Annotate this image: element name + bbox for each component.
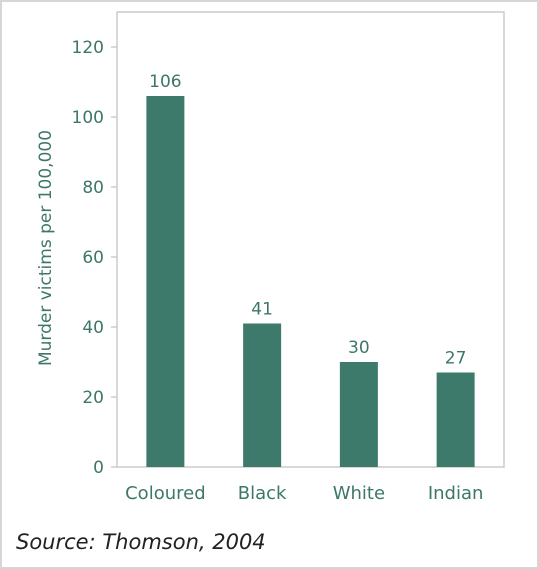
y-tick-label: 60 (82, 248, 104, 268)
x-tick-label-coloured: Coloured (125, 483, 206, 504)
plot-area-frame (116, 11, 505, 468)
bar-black (243, 323, 282, 467)
bar-indian (436, 372, 475, 467)
bars (146, 96, 475, 467)
y-tick-label: 80 (82, 178, 104, 198)
bar-chart: Murder victims per 100,000 0 20 40 60 80 100 1… (36, 11, 505, 504)
bar-coloured (146, 96, 185, 467)
y-axis-ticks: 0 20 40 60 80 100 120 (72, 38, 117, 478)
x-tick-label-black: Black (238, 483, 287, 504)
y-tick-label: 0 (93, 458, 104, 478)
data-label-black: 41 (251, 300, 273, 320)
data-label-indian: 27 (445, 349, 467, 369)
x-tick-label-white: White (333, 483, 385, 504)
x-axis-ticks: Coloured Black White Indian (125, 483, 483, 504)
data-label-coloured: 106 (149, 72, 181, 92)
bar-white (339, 362, 378, 467)
y-tick-label: 20 (82, 388, 104, 408)
y-tick-label: 40 (82, 318, 104, 338)
x-tick-label-indian: Indian (428, 483, 484, 504)
y-tick-label: 120 (72, 38, 104, 58)
y-tick-label: 100 (72, 108, 104, 128)
y-axis-label: Murder victims per 100,000 (36, 130, 56, 366)
data-labels: 106 41 30 27 (149, 72, 466, 369)
data-label-white: 30 (348, 338, 370, 358)
source-note: Source: Thomson, 2004 (16, 530, 266, 554)
